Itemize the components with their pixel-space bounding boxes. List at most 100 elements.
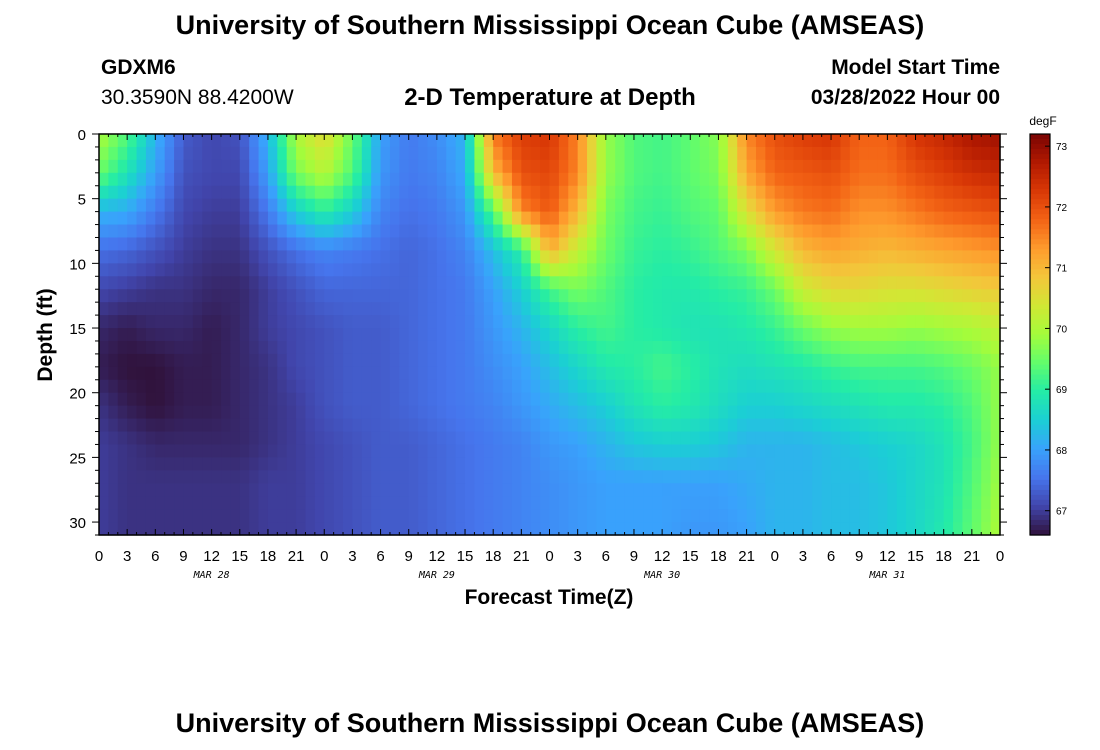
heatmap-cell — [859, 185, 870, 200]
heatmap-cell — [943, 379, 954, 394]
heatmap-cell — [662, 483, 673, 497]
heatmap-cell — [859, 211, 870, 226]
heatmap-cell — [962, 353, 973, 368]
heatmap-cell — [380, 276, 391, 290]
heatmap-cell — [633, 366, 644, 381]
heatmap-cell — [831, 146, 842, 161]
heatmap-cell — [408, 159, 419, 174]
heatmap-cell — [108, 340, 119, 355]
heatmap-cell — [333, 522, 344, 536]
heatmap-cell — [859, 237, 870, 252]
heatmap-cell — [662, 418, 673, 433]
heatmap-cell — [840, 237, 851, 252]
heatmap-cell — [483, 431, 494, 446]
heatmap-cell — [145, 431, 156, 446]
heatmap-cell — [793, 431, 804, 446]
heatmap-cell — [211, 353, 222, 368]
x-tick-label: 3 — [799, 548, 807, 565]
heatmap-cell — [943, 509, 954, 523]
heatmap-cell — [493, 509, 504, 523]
heatmap-cell — [615, 405, 626, 420]
heatmap-cell — [221, 198, 231, 213]
heatmap-cell — [483, 522, 494, 536]
heatmap-cell — [746, 198, 757, 213]
heatmap-cell — [239, 457, 250, 471]
heatmap-cell — [343, 496, 354, 510]
heatmap-cell — [896, 431, 907, 446]
heatmap-cell — [915, 172, 926, 187]
heatmap-cell — [643, 483, 654, 497]
heatmap-cell — [399, 198, 410, 213]
heatmap-cell — [802, 146, 813, 161]
heatmap-cell — [380, 172, 391, 187]
heatmap-cell — [643, 198, 654, 213]
heatmap-cell — [558, 509, 569, 523]
heatmap-cell — [221, 134, 231, 148]
heatmap-cell — [530, 366, 541, 381]
colorbar-frame — [1029, 133, 1051, 536]
heatmap-cell — [859, 366, 870, 381]
heatmap-cell — [859, 340, 870, 355]
colorbar-segment — [1030, 149, 1050, 155]
heatmap-cell — [549, 289, 560, 303]
heatmap-cell — [643, 431, 654, 446]
heatmap-cell — [380, 263, 391, 277]
x-tick-label: 6 — [827, 548, 835, 565]
heatmap-cell — [127, 379, 138, 394]
heatmap-cell — [361, 224, 372, 239]
heatmap-cell — [887, 159, 898, 174]
heatmap-cell — [887, 470, 898, 484]
heatmap-cell — [849, 418, 860, 433]
heatmap-cell — [981, 431, 992, 446]
heatmap-cell — [418, 198, 429, 213]
heatmap-cell — [821, 418, 832, 433]
heatmap-cell — [577, 198, 588, 213]
heatmap-cell — [192, 431, 203, 446]
heatmap-cell — [774, 263, 785, 277]
heatmap-cell — [784, 366, 795, 381]
heatmap-cell — [633, 315, 644, 329]
heatmap-cell — [793, 522, 804, 536]
heatmap-cell — [511, 431, 522, 446]
heatmap-cell — [239, 496, 250, 510]
heatmap-cell — [934, 522, 945, 536]
heatmap-cell — [164, 405, 175, 420]
heatmap-cell — [221, 224, 231, 239]
heatmap-cell — [558, 302, 569, 316]
heatmap-cell — [953, 224, 964, 239]
heatmap-cell — [971, 418, 982, 433]
heatmap-cell — [202, 522, 213, 536]
heatmap-cell — [802, 211, 813, 226]
heatmap-cell — [596, 366, 607, 381]
heatmap-cell — [136, 470, 147, 484]
heatmap-cell — [915, 483, 926, 497]
heatmap-cell — [483, 250, 494, 264]
heatmap-cell — [718, 250, 729, 264]
heatmap-cell — [436, 418, 447, 433]
heatmap-cell — [633, 237, 644, 252]
heatmap-cell — [286, 263, 297, 277]
y-tick-label: 0 — [78, 127, 86, 144]
heatmap-cell — [812, 224, 823, 239]
heatmap-cell — [643, 457, 654, 471]
heatmap-cell — [239, 328, 250, 342]
heatmap-cell — [577, 237, 588, 252]
heatmap-cell — [577, 289, 588, 303]
heatmap-cell — [521, 509, 532, 523]
heatmap-cell — [962, 379, 973, 394]
heatmap-cell — [239, 159, 250, 174]
heatmap-cell — [389, 185, 400, 200]
heatmap-cell — [596, 444, 607, 458]
heatmap-cell — [343, 405, 354, 420]
heatmap-cell — [117, 353, 128, 368]
heatmap-cell — [221, 496, 231, 510]
heatmap-cell — [249, 418, 260, 433]
heatmap-cell — [802, 418, 813, 433]
heatmap-cell — [117, 134, 128, 148]
heatmap-cell — [418, 328, 429, 342]
heatmap-cell — [652, 146, 663, 161]
heatmap-cell — [549, 211, 560, 226]
heatmap-cell — [896, 444, 907, 458]
heatmap-cell — [633, 340, 644, 355]
heatmap-cell — [558, 496, 569, 510]
